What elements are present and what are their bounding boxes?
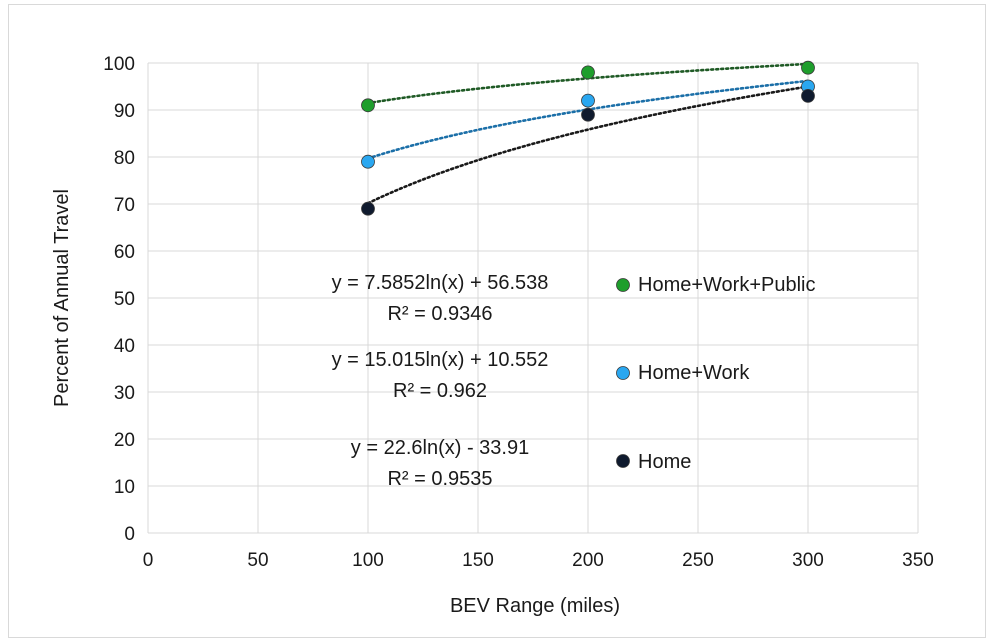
y-tick-label: 80 xyxy=(114,148,135,169)
legend-label-home-work-public: Home+Work+Public xyxy=(638,274,815,296)
legend-item-home-work[interactable]: Home+Work xyxy=(616,362,751,384)
y-tick-label: 70 xyxy=(114,195,135,216)
data-point-home-work-public xyxy=(581,65,595,80)
y-tick-label: 20 xyxy=(114,430,135,451)
equation-home: y = 22.6ln(x) - 33.91 xyxy=(351,437,529,459)
trendline-home xyxy=(366,85,810,205)
data-point-home xyxy=(801,89,815,103)
legend-marker-home-work-public xyxy=(616,278,630,292)
equation-home-work-public: y = 7.5852ln(x) + 56.538 xyxy=(332,272,549,294)
x-tick-label: 200 xyxy=(572,550,604,571)
legend-item-home[interactable]: Home xyxy=(616,451,692,473)
legend-label-home-work: Home+Work xyxy=(638,362,750,384)
legend-marker-home xyxy=(616,454,630,468)
data-points xyxy=(361,60,815,216)
legend-item-home-work-public[interactable]: Home+Work+Public xyxy=(616,274,816,296)
data-point-home-work xyxy=(581,93,595,108)
x-tick-label: 100 xyxy=(352,550,384,571)
y-tick-label: 60 xyxy=(114,242,135,263)
equation-home-work: y = 15.015ln(x) + 10.552 xyxy=(332,349,549,371)
x-tick-label: 150 xyxy=(462,550,494,571)
x-tick-label: 250 xyxy=(682,550,714,571)
r2-home: R² = 0.9535 xyxy=(387,468,492,490)
r2-home-work: R² = 0.962 xyxy=(393,380,487,402)
data-point-home xyxy=(361,201,375,216)
x-axis-title: BEV Range (miles) xyxy=(450,595,620,617)
x-tick-label: 50 xyxy=(247,550,268,571)
data-point-home-work xyxy=(361,154,375,169)
y-tick-label: 10 xyxy=(114,477,135,498)
tick-labels: 0 50 100 150 200 250 300 350 0 10 20 30 40 50 60 70 80 90… xyxy=(103,54,934,571)
x-tick-label: 0 xyxy=(143,550,154,571)
y-tick-label: 100 xyxy=(103,54,135,75)
legend: Home+Work+Public Home+Work Home xyxy=(616,274,816,473)
y-axis-title: Percent of Annual Travel xyxy=(51,189,73,407)
data-point-home-work-public xyxy=(361,98,375,113)
data-point-home xyxy=(581,107,595,122)
y-tick-label: 90 xyxy=(114,101,135,122)
y-tick-label: 30 xyxy=(114,383,135,404)
legend-marker-home-work xyxy=(616,366,630,380)
r2-home-work-public: R² = 0.9346 xyxy=(387,303,492,325)
gridlines xyxy=(147,62,919,534)
y-tick-label: 40 xyxy=(114,336,135,357)
y-tick-label: 50 xyxy=(114,289,135,310)
x-tick-label: 350 xyxy=(902,550,934,571)
legend-label-home: Home xyxy=(638,451,691,473)
y-tick-label: 0 xyxy=(124,524,135,545)
x-tick-label: 300 xyxy=(792,550,824,571)
data-point-home-work-public xyxy=(801,60,815,75)
